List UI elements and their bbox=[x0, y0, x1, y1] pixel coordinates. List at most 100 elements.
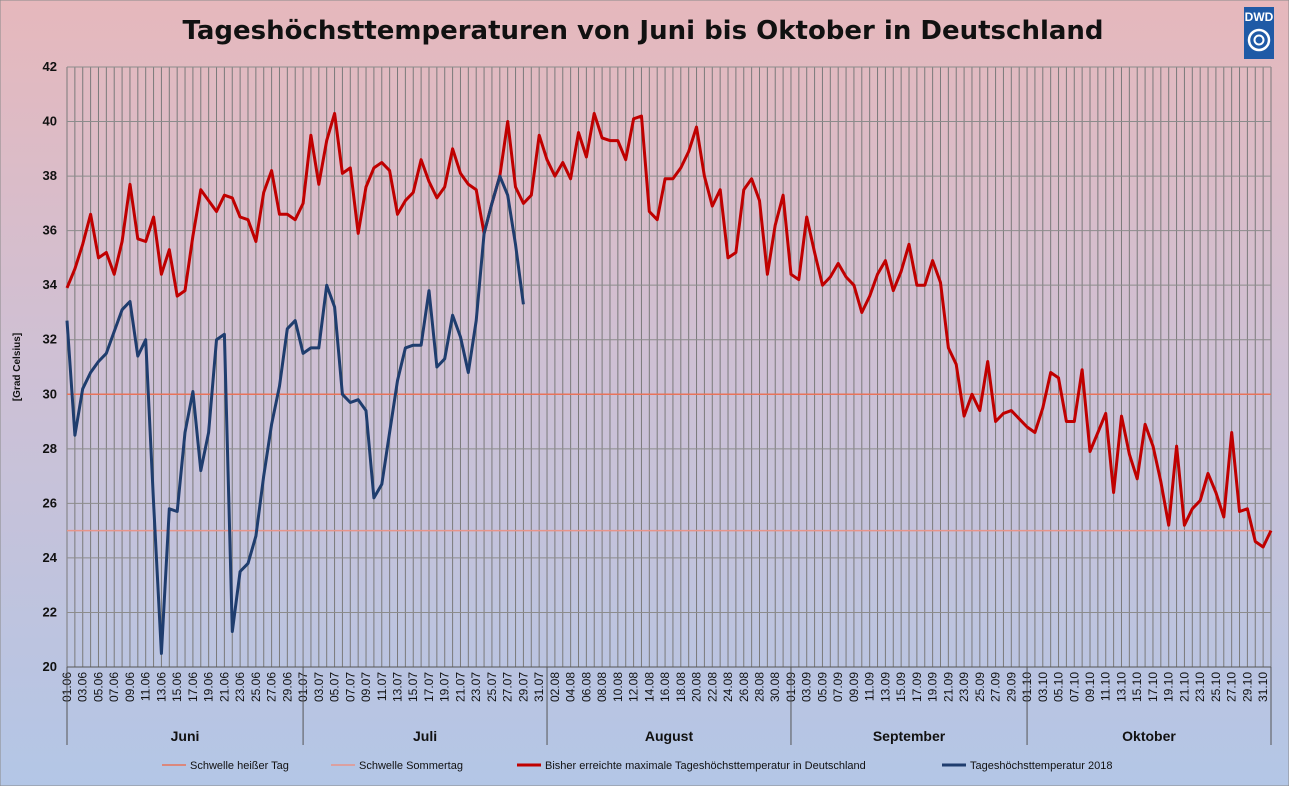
x-tick-label: 13.07 bbox=[391, 672, 405, 702]
dwd-logo: DWD bbox=[1244, 7, 1274, 59]
x-tick-label: 23.06 bbox=[233, 672, 247, 702]
y-tick-label: 28 bbox=[43, 441, 57, 456]
x-tick-label: 17.09 bbox=[910, 672, 924, 702]
x-tick-label: 14.08 bbox=[642, 672, 656, 702]
x-tick-label: 17.06 bbox=[186, 672, 200, 702]
x-tick-label: 11.07 bbox=[375, 672, 389, 701]
x-tick-label: 26.08 bbox=[737, 672, 751, 702]
y-tick-label: 32 bbox=[43, 332, 57, 347]
x-axis-ticks: 01.06 03.06 05.06 07.06 09.06 11.06 13.06 15.06… bbox=[60, 672, 1270, 702]
legend: Schwelle heißer Tag Schwelle Sommertag Bis… bbox=[162, 760, 1112, 772]
x-tick-label: 15.07 bbox=[406, 672, 420, 702]
x-tick-label: 05.07 bbox=[328, 672, 342, 702]
x-tick-label: 15.06 bbox=[170, 672, 184, 702]
month-label: September bbox=[873, 728, 946, 744]
x-tick-label: 08.08 bbox=[595, 672, 609, 702]
y-axis-ticks: 42 40 38 36 34 32 30 28 26 24 22 20 bbox=[43, 59, 58, 674]
x-tick-label: 13.10 bbox=[1115, 672, 1129, 702]
x-tick-label: 30.08 bbox=[768, 672, 782, 702]
x-tick-label: 15.10 bbox=[1130, 672, 1144, 702]
x-tick-label: 27.06 bbox=[265, 672, 279, 702]
legend-label: Schwelle Sommertag bbox=[359, 760, 463, 772]
x-tick-label: 25.07 bbox=[485, 672, 499, 702]
x-tick-label: 19.06 bbox=[202, 672, 216, 702]
x-tick-label: 07.10 bbox=[1067, 672, 1081, 702]
x-tick-label: 29.06 bbox=[280, 672, 294, 702]
y-tick-label: 34 bbox=[43, 277, 58, 292]
x-tick-label: 21.07 bbox=[454, 672, 468, 702]
x-tick-label: 03.07 bbox=[312, 672, 326, 702]
x-tick-label: 02.08 bbox=[548, 672, 562, 702]
x-tick-label: 23.09 bbox=[957, 672, 971, 702]
x-tick-label: 16.08 bbox=[658, 672, 672, 702]
x-tick-label: 07.06 bbox=[107, 672, 121, 702]
x-tick-label: 25.09 bbox=[973, 672, 987, 702]
series-line-2018 bbox=[65, 174, 525, 655]
x-tick-label: 11.10 bbox=[1099, 672, 1113, 701]
x-tick-label: 21.10 bbox=[1177, 672, 1191, 702]
x-tick-label: 03.06 bbox=[76, 672, 90, 702]
y-tick-label: 38 bbox=[43, 168, 57, 183]
x-tick-label: 17.07 bbox=[422, 672, 436, 702]
data-series bbox=[65, 111, 1273, 655]
x-tick-label: 29.07 bbox=[516, 672, 530, 702]
month-label: Juli bbox=[413, 728, 437, 744]
legend-label: Schwelle heißer Tag bbox=[190, 760, 289, 772]
x-tick-label: 22.08 bbox=[705, 672, 719, 702]
y-tick-label: 30 bbox=[43, 386, 57, 401]
x-tick-label: 23.07 bbox=[469, 672, 483, 702]
x-tick-label: 21.09 bbox=[941, 672, 955, 702]
y-tick-label: 36 bbox=[43, 223, 57, 238]
x-tick-label: 04.08 bbox=[564, 672, 578, 702]
x-tick-label: 27.09 bbox=[989, 672, 1003, 702]
y-tick-label: 40 bbox=[43, 114, 57, 129]
x-tick-label: 05.06 bbox=[92, 672, 106, 702]
y-tick-label: 20 bbox=[43, 659, 57, 674]
x-tick-label: 03.10 bbox=[1036, 672, 1050, 702]
x-tick-label: 09.09 bbox=[847, 672, 861, 702]
x-tick-label: 13.09 bbox=[878, 672, 892, 702]
x-tick-label: 11.09 bbox=[863, 672, 877, 701]
x-tick-label: 31.07 bbox=[532, 672, 546, 702]
x-tick-label: 29.09 bbox=[1004, 672, 1018, 702]
x-tick-label: 10.08 bbox=[611, 672, 625, 702]
x-tick-label: 17.10 bbox=[1146, 672, 1160, 702]
x-tick-label: 27.07 bbox=[501, 672, 515, 702]
x-tick-label: 07.07 bbox=[343, 672, 357, 702]
x-tick-label: 09.06 bbox=[123, 672, 137, 702]
x-tick-label: 29.10 bbox=[1240, 672, 1254, 702]
legend-label: Tageshöchsttemperatur 2018 bbox=[970, 760, 1112, 772]
x-tick-label: 25.06 bbox=[249, 672, 263, 702]
x-tick-label: 21.06 bbox=[217, 672, 231, 702]
y-tick-label: 24 bbox=[43, 550, 58, 565]
x-tick-label: 23.10 bbox=[1193, 672, 1207, 702]
x-tick-label: 28.08 bbox=[753, 672, 767, 702]
x-tick-label: 19.09 bbox=[926, 672, 940, 702]
month-label: August bbox=[645, 728, 694, 744]
x-tick-label: 07.09 bbox=[831, 672, 845, 702]
month-label: Juni bbox=[171, 728, 200, 744]
x-tick-label: 18.08 bbox=[674, 672, 688, 702]
legend-label: Bisher erreichte maximale Tageshöchsttem… bbox=[545, 760, 866, 772]
y-tick-label: 22 bbox=[43, 604, 57, 619]
x-tick-label: 11.06 bbox=[139, 672, 153, 701]
y-axis-label: [Grad Celsius] bbox=[12, 333, 23, 401]
x-tick-label: 06.08 bbox=[579, 672, 593, 702]
y-tick-label: 26 bbox=[43, 495, 57, 510]
dwd-swirl-icon bbox=[1247, 28, 1271, 52]
threshold-lines bbox=[67, 393, 1271, 532]
month-labels: Juni Juli August September Oktober bbox=[66, 666, 1272, 745]
x-tick-label: 19.10 bbox=[1162, 672, 1176, 702]
x-tick-label: 05.10 bbox=[1052, 672, 1066, 702]
x-tick-label: 05.09 bbox=[816, 672, 830, 702]
x-tick-label: 24.08 bbox=[721, 672, 735, 702]
x-tick-label: 12.08 bbox=[627, 672, 641, 702]
dwd-logo-text: DWD bbox=[1245, 10, 1274, 24]
month-label: Oktober bbox=[1122, 728, 1176, 744]
x-tick-label: 19.07 bbox=[438, 672, 452, 702]
x-tick-label: 20.08 bbox=[690, 672, 704, 702]
y-tick-label: 42 bbox=[43, 59, 57, 74]
x-tick-label: 09.07 bbox=[359, 672, 373, 702]
series-line-max-temperature bbox=[65, 111, 1273, 549]
